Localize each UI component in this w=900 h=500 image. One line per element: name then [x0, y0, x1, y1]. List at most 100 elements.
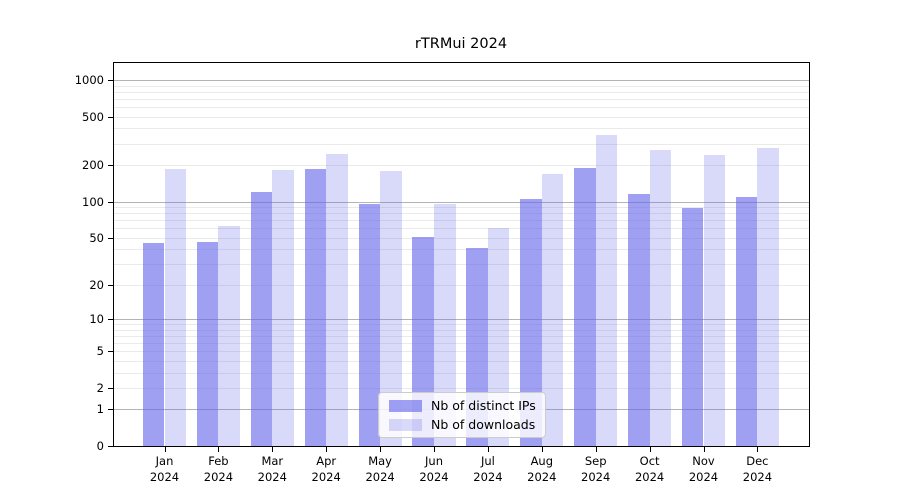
x-tick-mark — [487, 447, 489, 452]
x-tick-label-dec: Dec 2024 — [742, 454, 773, 484]
x-tick-mark — [649, 447, 651, 452]
x-tick-label-may: May 2024 — [365, 454, 395, 484]
bar-downloads-aug — [541, 173, 564, 446]
legend: Nb of distinct IPs Nb of downloads — [378, 392, 546, 438]
y-tick-label: 10 — [89, 312, 104, 326]
bar-distinct-ips-sep — [574, 168, 596, 446]
gridline — [114, 319, 809, 320]
y-tick-label: 0 — [96, 439, 104, 453]
x-tick-mark — [326, 447, 328, 452]
gridline — [114, 335, 809, 337]
x-tick-label-sep: Sep 2024 — [581, 454, 611, 484]
y-tick-mark — [108, 165, 113, 166]
x-tick-mark — [595, 447, 597, 452]
legend-item-distinct-ips: Nb of distinct IPs — [379, 398, 545, 413]
x-tick-label-nov: Nov 2024 — [688, 454, 719, 484]
y-tick-label: 200 — [82, 158, 104, 172]
gridline — [114, 79, 809, 81]
bar-downloads-dec — [757, 148, 779, 446]
gridline — [114, 91, 809, 93]
gridline — [114, 329, 809, 331]
gridline — [114, 387, 809, 389]
bar-distinct-ips-nov — [681, 208, 704, 446]
gridline — [114, 165, 809, 166]
x-tick-label-mar: Mar 2024 — [257, 454, 287, 484]
x-tick-mark — [164, 447, 166, 452]
y-tick-mark — [108, 446, 113, 447]
gridline — [114, 116, 809, 118]
x-tick-label-jun: Jun 2024 — [419, 454, 449, 484]
gridline — [114, 324, 809, 325]
x-tick-label-jan: Jan 2024 — [149, 454, 180, 484]
gridline — [114, 107, 809, 108]
gridline — [114, 351, 809, 353]
y-tick-mark — [108, 387, 113, 389]
gridline — [114, 360, 809, 362]
bar-distinct-ips-dec — [735, 197, 758, 446]
bar-distinct-ips-feb — [196, 242, 219, 446]
x-tick-mark — [541, 447, 543, 452]
bar-downloads-oct — [649, 150, 672, 446]
bar-downloads-nov — [703, 155, 726, 446]
gridline — [114, 201, 809, 203]
x-tick-label-oct: Oct 2024 — [634, 454, 665, 484]
x-tick-mark — [703, 447, 705, 452]
x-tick-mark — [757, 447, 759, 452]
y-tick-label: 20 — [89, 277, 104, 292]
x-tick-mark — [434, 447, 435, 452]
legend-swatch-downloads-icon — [389, 418, 422, 431]
legend-label-distinct-ips: Nb of distinct IPs — [431, 398, 536, 413]
y-tick-label: 2 — [96, 380, 104, 395]
bar-downloads-mar — [272, 170, 294, 446]
legend-label-downloads: Nb of downloads — [431, 417, 536, 432]
y-tick-mark — [108, 116, 113, 118]
y-tick-label: 500 — [82, 109, 104, 124]
gridline — [114, 228, 809, 230]
y-tick-label: 1 — [96, 402, 104, 417]
y-tick-mark — [108, 319, 113, 320]
gridline — [114, 213, 809, 215]
x-tick-label-aug: Aug 2024 — [527, 454, 557, 484]
y-tick-mark — [108, 409, 113, 411]
y-tick-label: 5 — [96, 344, 104, 359]
gridline — [114, 342, 809, 344]
bar-distinct-ips-mar — [250, 191, 273, 446]
bar-downloads-jul — [487, 228, 510, 446]
bar-distinct-ips-aug — [520, 198, 542, 446]
y-tick-mark — [108, 79, 113, 81]
x-tick-label-jul: Jul 2024 — [473, 454, 503, 484]
bar-downloads-feb — [218, 225, 240, 446]
y-tick-mark — [108, 237, 113, 239]
chart-title: rTRMui 2024 — [414, 36, 508, 52]
bar-distinct-ips-may — [358, 204, 381, 446]
gridline — [114, 220, 809, 222]
y-tick-mark — [108, 284, 113, 286]
gridline — [114, 237, 809, 239]
bar-downloads-sep — [595, 134, 618, 446]
gridline — [114, 128, 809, 130]
y-tick-mark — [108, 351, 113, 353]
gridline — [114, 372, 809, 374]
x-tick-label-feb: Feb 2024 — [203, 454, 234, 484]
plot-area — [113, 62, 810, 447]
bar-distinct-ips-jan — [142, 243, 165, 446]
gridline — [114, 264, 809, 266]
legend-item-downloads: Nb of downloads — [379, 417, 545, 432]
legend-swatch-distinct-ips-icon — [389, 399, 422, 412]
bar-downloads-may — [380, 171, 402, 446]
x-tick-label-apr: Apr 2024 — [311, 454, 341, 484]
gridline — [114, 207, 809, 208]
bar-distinct-ips-oct — [628, 194, 650, 446]
x-tick-mark — [380, 447, 382, 452]
y-tick-label: 100 — [82, 194, 104, 209]
gridline — [114, 284, 809, 286]
bar-downloads-jan — [164, 169, 187, 446]
bar-distinct-ips-apr — [304, 168, 327, 446]
x-tick-mark — [272, 447, 274, 452]
gridline — [114, 249, 809, 251]
y-tick-label: 1000 — [74, 72, 104, 87]
gridline — [114, 143, 809, 145]
x-tick-mark — [218, 447, 220, 452]
bar-downloads-apr — [326, 154, 348, 446]
